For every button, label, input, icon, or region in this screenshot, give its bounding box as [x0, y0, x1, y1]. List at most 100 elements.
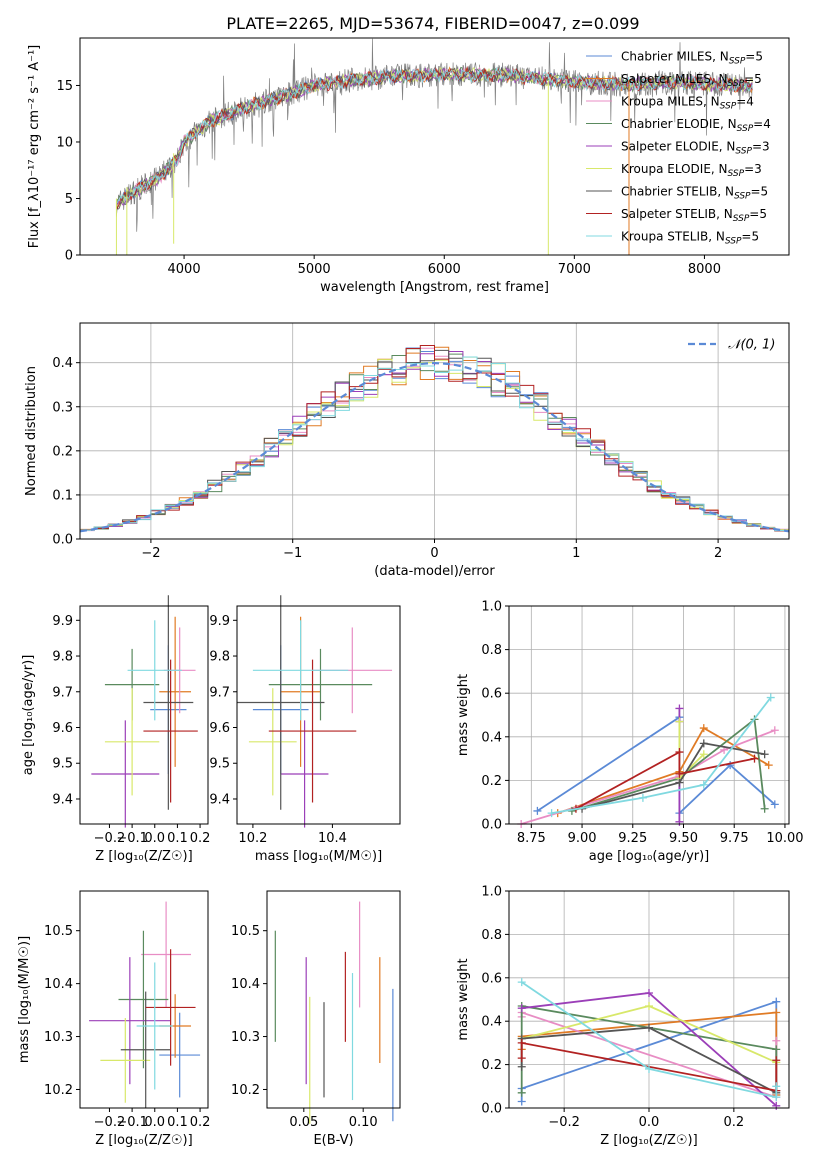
y-tick-label: 9.4 — [209, 792, 230, 807]
y-tick-label: 0.0 — [481, 818, 502, 833]
y-tick-label: 9.8 — [52, 650, 73, 665]
x-tick-label: 0.0 — [144, 1115, 165, 1130]
y-tick-label: 10.3 — [231, 1030, 260, 1045]
spectrum-axes-frame — [79, 37, 790, 256]
y-tick-label: 0.4 — [481, 1015, 502, 1030]
errorbar-point — [118, 930, 169, 1069]
weight-point-marker — [750, 754, 759, 763]
residual-histograms — [80, 345, 789, 534]
weight-point-marker — [772, 1036, 781, 1045]
x-tick-label: 4000 — [168, 262, 201, 277]
y-tick-label: 9.4 — [52, 792, 73, 807]
spectrum-y-label: Flux [f_λ10⁻¹⁷ erg cm⁻² s⁻¹ A⁻¹] — [27, 45, 42, 249]
x-tick-label: 9.75 — [720, 831, 749, 846]
weight-point-marker — [533, 806, 542, 815]
weight-point-marker — [699, 724, 708, 733]
weight-point-marker — [764, 761, 773, 770]
y-tick-label: 0.2 — [481, 1058, 502, 1073]
mass_vs_ebv-axes: 0.05 0.10 10.2 10.3 10.4 10.5 — [231, 924, 378, 1130]
weight-point-marker — [517, 1004, 526, 1013]
legend-entry: Salpeter MILES, NSSP=5 — [621, 72, 762, 89]
y-tick-label: 9.5 — [52, 757, 73, 772]
x-tick-label: −1 — [283, 546, 302, 561]
x-axis-label: Z [log₁₀(Z/Z☉)] — [95, 849, 192, 864]
errorbar-point — [143, 659, 198, 803]
y-tick-label: 10.5 — [231, 924, 260, 939]
errorbar-point — [104, 688, 160, 796]
weight-series-line — [551, 697, 772, 814]
y-tick-label: 0.6 — [481, 687, 502, 702]
mass_vs_Z-axes: −0.2−0.10.0 0.1 0.2 10.2 10.3 10.4 10.5 — [44, 924, 210, 1130]
y-axis-label: mass weight — [456, 958, 471, 1040]
y-tick-label: 0.2 — [52, 444, 73, 459]
errorbar-point — [159, 616, 192, 767]
y-tick-label: 0.6 — [481, 971, 502, 986]
x-tick-label: −0.2 — [94, 831, 126, 846]
x-tick-label: 9.00 — [568, 831, 597, 846]
y-tick-label: 0.4 — [52, 356, 73, 371]
x-tick-label: 9.25 — [618, 831, 647, 846]
weight-point-marker — [772, 997, 781, 1006]
weight-point-marker — [645, 988, 653, 997]
weight-point-marker — [699, 750, 708, 759]
mass_vs_Z-axes-frame — [79, 890, 209, 1109]
y-tick-label: 10.4 — [231, 977, 260, 992]
weight-point-marker — [645, 1002, 653, 1011]
x-tick-label: 6000 — [428, 262, 461, 277]
errorbar-point — [252, 620, 349, 721]
weight-point-marker — [517, 1054, 526, 1063]
y-tick-label: 1.0 — [481, 600, 502, 615]
age_vs_mass-errorbars — [237, 595, 393, 828]
x-tick-label: 10.00 — [766, 831, 803, 846]
x-axis-label: age [log₁₀(age/yr)] — [589, 849, 710, 864]
x-tick-label: 5000 — [298, 262, 331, 277]
weight-point-marker — [517, 1097, 526, 1106]
age_vs_Z-errorbars — [91, 595, 198, 828]
x-tick-label: 0.1 — [167, 831, 188, 846]
y-tick-label: 0.8 — [481, 643, 502, 658]
x-tick-label: −0.1 — [116, 831, 148, 846]
x-tick-label: 0 — [430, 546, 438, 561]
data-spectrum-line — [116, 38, 753, 232]
weight-point-marker — [517, 978, 526, 987]
weight-point-marker — [675, 778, 684, 787]
y-tick-label: 0.2 — [481, 774, 502, 789]
errorbar-point — [268, 659, 357, 803]
weight-point-marker — [772, 1082, 781, 1091]
weight-point-marker — [675, 817, 684, 826]
x-axis-label: mass [log₁₀(M/M☉)] — [255, 849, 382, 864]
y-axis-label: mass weight — [456, 674, 471, 756]
weight-point-marker — [770, 800, 779, 809]
y-tick-label: 0.8 — [481, 928, 502, 943]
mass_vs_Z-errorbars — [89, 901, 201, 1108]
x-tick-label: −0.1 — [116, 1115, 148, 1130]
errorbar-point — [280, 720, 329, 828]
residual-legend: 𝒩(0, 1) — [688, 338, 775, 353]
errorbar-point — [159, 1012, 201, 1098]
errorbar-point — [136, 962, 173, 1090]
errorbar-point — [89, 957, 171, 1085]
residuals-axes: −2 −1 0 1 2 0.0 0.1 0.2 0.3 0.4 — [52, 323, 789, 561]
y-tick-label: 10 — [56, 135, 73, 150]
weight-series-line — [581, 742, 765, 810]
legend-entry: Salpeter ELODIE, NSSP=3 — [621, 140, 770, 157]
legend-entry: Kroupa ELODIE, NSSP=3 — [621, 162, 762, 179]
weight-point-marker — [675, 704, 684, 713]
normal-reference-curve — [80, 361, 789, 533]
y-tick-label: 9.6 — [209, 721, 230, 736]
y-tick-label: 0.0 — [481, 1102, 502, 1117]
weight-point-marker — [645, 1064, 653, 1073]
spectrum-curves — [115, 38, 753, 255]
weight-point-marker — [699, 780, 708, 789]
weight_vs_age-lines — [517, 693, 779, 828]
x-tick-label: 0.2 — [190, 1115, 211, 1130]
model-spectrum-line — [116, 66, 753, 206]
x-tick-label: 0.05 — [289, 1115, 318, 1130]
y-tick-label: 1.0 — [481, 885, 502, 900]
model-spectrum-line — [116, 66, 753, 204]
y-tick-label: 10.2 — [231, 1083, 260, 1098]
y-tick-label: 0.4 — [481, 730, 502, 745]
y-tick-label: 9.9 — [209, 614, 230, 629]
y-tick-label: 10.4 — [44, 977, 73, 992]
x-tick-label: 8000 — [688, 262, 721, 277]
